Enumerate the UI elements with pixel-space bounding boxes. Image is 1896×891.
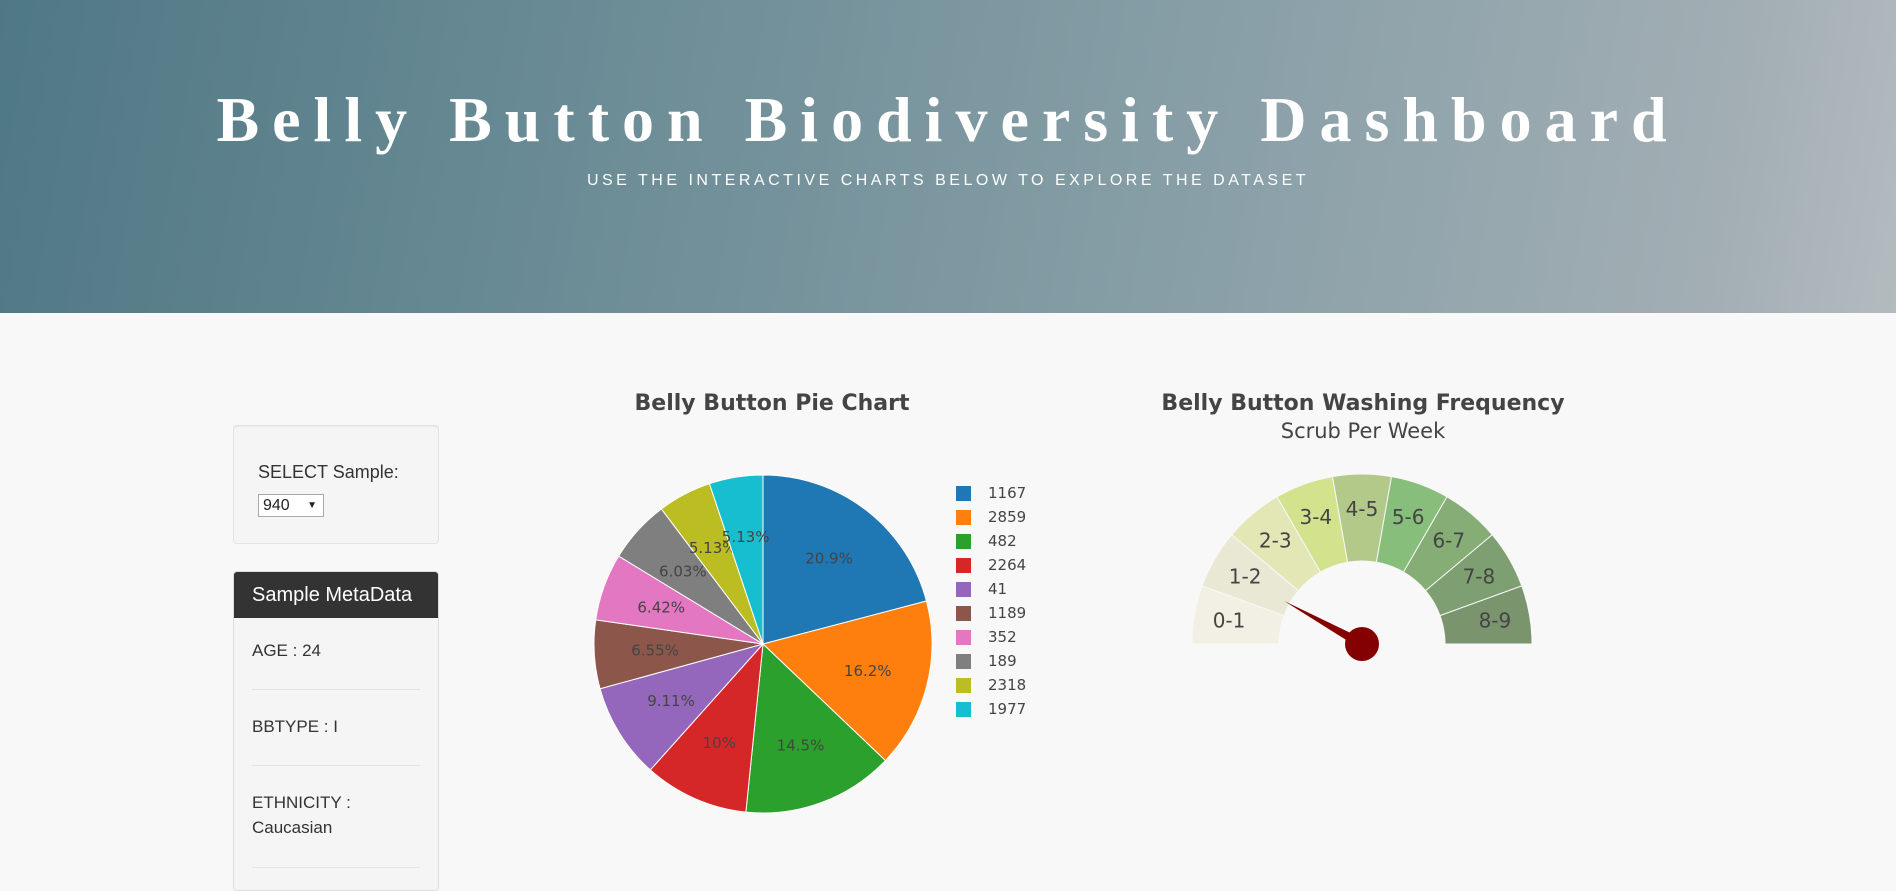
- metadata-age: AGE : 24: [252, 641, 321, 660]
- legend-label: 352: [988, 628, 1017, 646]
- metadata-ethnicity: ETHNICITY : Caucasian: [252, 793, 351, 837]
- gauge-needle: [1284, 601, 1365, 649]
- legend-label: 482: [988, 532, 1017, 550]
- pie-slice-label: 9.11%: [647, 692, 695, 710]
- metadata-divider: [252, 689, 420, 690]
- select-sample-label: SELECT Sample:: [258, 462, 399, 482]
- metadata-header: Sample MetaData: [234, 572, 438, 618]
- legend-swatch: [956, 558, 971, 573]
- gauge-segment[interactable]: [1439, 585, 1533, 645]
- legend-label: 2318: [988, 676, 1027, 694]
- gauge-segment[interactable]: [1191, 585, 1285, 645]
- pie-slice[interactable]: [708, 474, 764, 645]
- hero-banner: Belly Button Biodiversity Dashboard USE …: [0, 0, 1896, 313]
- legend-swatch: [956, 678, 971, 693]
- pie-slice-label: 6.42%: [637, 598, 685, 616]
- legend-swatch: [956, 702, 971, 717]
- gauge-segment-label: 7-8: [1463, 565, 1496, 589]
- gauge-segment-label: 6-7: [1432, 529, 1465, 553]
- legend-swatch: [956, 486, 971, 501]
- gauge-segment[interactable]: [1424, 534, 1523, 617]
- gauge-segment-label: 2-3: [1259, 529, 1292, 553]
- legend-swatch: [956, 630, 971, 645]
- pie-slice-label: 5.13%: [689, 539, 737, 557]
- pie-slice-label: 10%: [703, 734, 736, 752]
- sample-select-dropdown[interactable]: 940 ▼: [258, 494, 324, 517]
- sample-select-panel: SELECT Sample: 940 ▼: [233, 425, 439, 544]
- pie-slice[interactable]: [649, 642, 764, 813]
- legend-swatch: [956, 606, 971, 621]
- pie-slice[interactable]: [745, 642, 887, 814]
- legend-swatch: [956, 654, 971, 669]
- gauge-segment[interactable]: [1276, 476, 1349, 573]
- metadata-bbtype: BBTYPE : I: [252, 717, 338, 736]
- legend-label: 41: [988, 580, 1008, 598]
- pie-slice[interactable]: [660, 483, 764, 645]
- gauge-segment-label: 8-9: [1479, 609, 1512, 633]
- gauge-segment-label: 0-1: [1213, 609, 1246, 633]
- gauge-segment[interactable]: [1331, 473, 1393, 563]
- legend-swatch: [956, 510, 971, 525]
- sample-metadata-panel: Sample MetaData AGE : 24 BBTYPE : I ETHN…: [233, 571, 439, 891]
- sample-select-value: 940: [263, 497, 290, 514]
- pie-slice-label: 14.5%: [777, 736, 825, 754]
- gauge-segment[interactable]: [1375, 476, 1448, 573]
- pie-slice-label: 16.2%: [844, 662, 892, 680]
- gauge-segment[interactable]: [1231, 496, 1322, 592]
- gauge-segment-label: 3-4: [1299, 505, 1332, 529]
- legend-label: 1189: [988, 604, 1027, 622]
- pie-slice[interactable]: [593, 619, 764, 690]
- legend-swatch: [956, 534, 971, 549]
- gauge-needle-hub: [1345, 627, 1379, 661]
- pie-slice-label: 6.55%: [631, 642, 679, 660]
- gauge-segment[interactable]: [1402, 496, 1493, 592]
- pie-slice[interactable]: [762, 600, 933, 762]
- pie-slice-label: 20.9%: [805, 549, 853, 567]
- gauge-segment-label: 5-6: [1392, 505, 1425, 529]
- pie-slice[interactable]: [762, 474, 928, 645]
- gauge-segment[interactable]: [1201, 534, 1300, 617]
- pie-slice[interactable]: [599, 643, 765, 771]
- pie-slice[interactable]: [617, 508, 764, 645]
- gauge-segment-label: 1-2: [1229, 565, 1262, 589]
- gauge-segment-label: 4-5: [1346, 497, 1379, 521]
- page-title: Belly Button Biodiversity Dashboard: [216, 84, 1680, 155]
- pie-chart-title: Belly Button Pie Chart: [634, 391, 910, 416]
- legend-label: 2859: [988, 508, 1027, 526]
- gauge-chart-title: Belly Button Washing Frequency: [1161, 391, 1565, 416]
- page-subtitle: USE THE INTERACTIVE CHARTS BELOW TO EXPL…: [586, 172, 1310, 189]
- legend-swatch: [956, 582, 971, 597]
- legend-label: 2264: [988, 556, 1027, 574]
- legend-label: 189: [988, 652, 1017, 670]
- legend-label: 1977: [988, 700, 1027, 718]
- gauge-chart-subtitle: Scrub Per Week: [1280, 419, 1446, 443]
- metadata-divider: [252, 867, 420, 868]
- pie-slice[interactable]: [595, 555, 764, 645]
- pie-slice-label: 5.13%: [722, 528, 770, 546]
- chevron-down-icon: ▼: [307, 500, 317, 511]
- metadata-divider: [252, 765, 420, 766]
- pie-slice-label: 6.03%: [659, 562, 707, 580]
- legend-label: 1167: [988, 484, 1027, 502]
